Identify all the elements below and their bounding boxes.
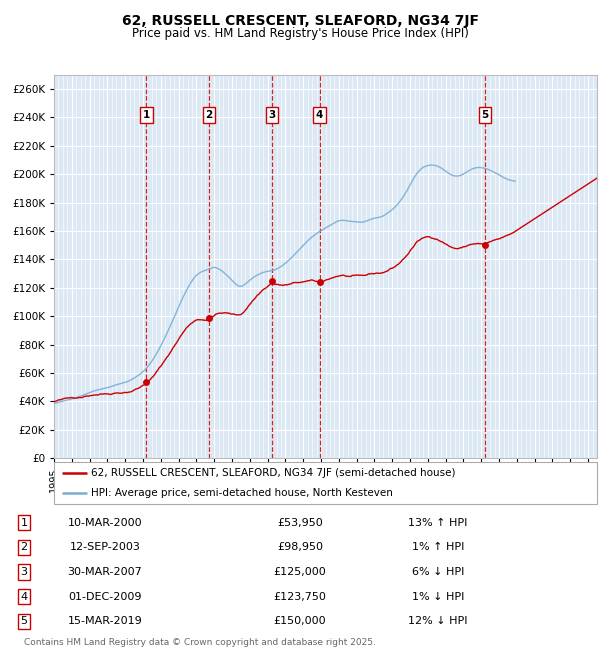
Text: 2: 2 (205, 110, 212, 120)
Text: 3: 3 (268, 110, 275, 120)
Text: 15-MAR-2019: 15-MAR-2019 (68, 616, 142, 627)
Text: 1% ↑ HPI: 1% ↑ HPI (412, 542, 464, 552)
Text: 4: 4 (20, 592, 28, 602)
Text: 62, RUSSELL CRESCENT, SLEAFORD, NG34 7JF: 62, RUSSELL CRESCENT, SLEAFORD, NG34 7JF (121, 14, 479, 29)
Text: 12-SEP-2003: 12-SEP-2003 (70, 542, 140, 552)
Text: HPI: Average price, semi-detached house, North Kesteven: HPI: Average price, semi-detached house,… (91, 488, 393, 498)
Text: 4: 4 (316, 110, 323, 120)
Text: £98,950: £98,950 (277, 542, 323, 552)
Text: Contains HM Land Registry data © Crown copyright and database right 2025.
This d: Contains HM Land Registry data © Crown c… (24, 638, 376, 650)
Text: 6% ↓ HPI: 6% ↓ HPI (412, 567, 464, 577)
Text: 2: 2 (20, 542, 28, 552)
Text: £125,000: £125,000 (274, 567, 326, 577)
Text: £123,750: £123,750 (274, 592, 326, 602)
Text: 5: 5 (20, 616, 28, 627)
Text: 12% ↓ HPI: 12% ↓ HPI (408, 616, 468, 627)
FancyBboxPatch shape (54, 462, 597, 504)
Text: 10-MAR-2000: 10-MAR-2000 (68, 517, 142, 528)
Text: 1% ↓ HPI: 1% ↓ HPI (412, 592, 464, 602)
Text: 13% ↑ HPI: 13% ↑ HPI (409, 517, 467, 528)
Text: 01-DEC-2009: 01-DEC-2009 (68, 592, 142, 602)
Text: 3: 3 (20, 567, 28, 577)
Text: 1: 1 (20, 517, 28, 528)
Text: Price paid vs. HM Land Registry's House Price Index (HPI): Price paid vs. HM Land Registry's House … (131, 27, 469, 40)
Text: £150,000: £150,000 (274, 616, 326, 627)
Text: 5: 5 (481, 110, 488, 120)
Text: 30-MAR-2007: 30-MAR-2007 (68, 567, 142, 577)
Text: 62, RUSSELL CRESCENT, SLEAFORD, NG34 7JF (semi-detached house): 62, RUSSELL CRESCENT, SLEAFORD, NG34 7JF… (91, 468, 455, 478)
Text: 1: 1 (143, 110, 150, 120)
Text: £53,950: £53,950 (277, 517, 323, 528)
